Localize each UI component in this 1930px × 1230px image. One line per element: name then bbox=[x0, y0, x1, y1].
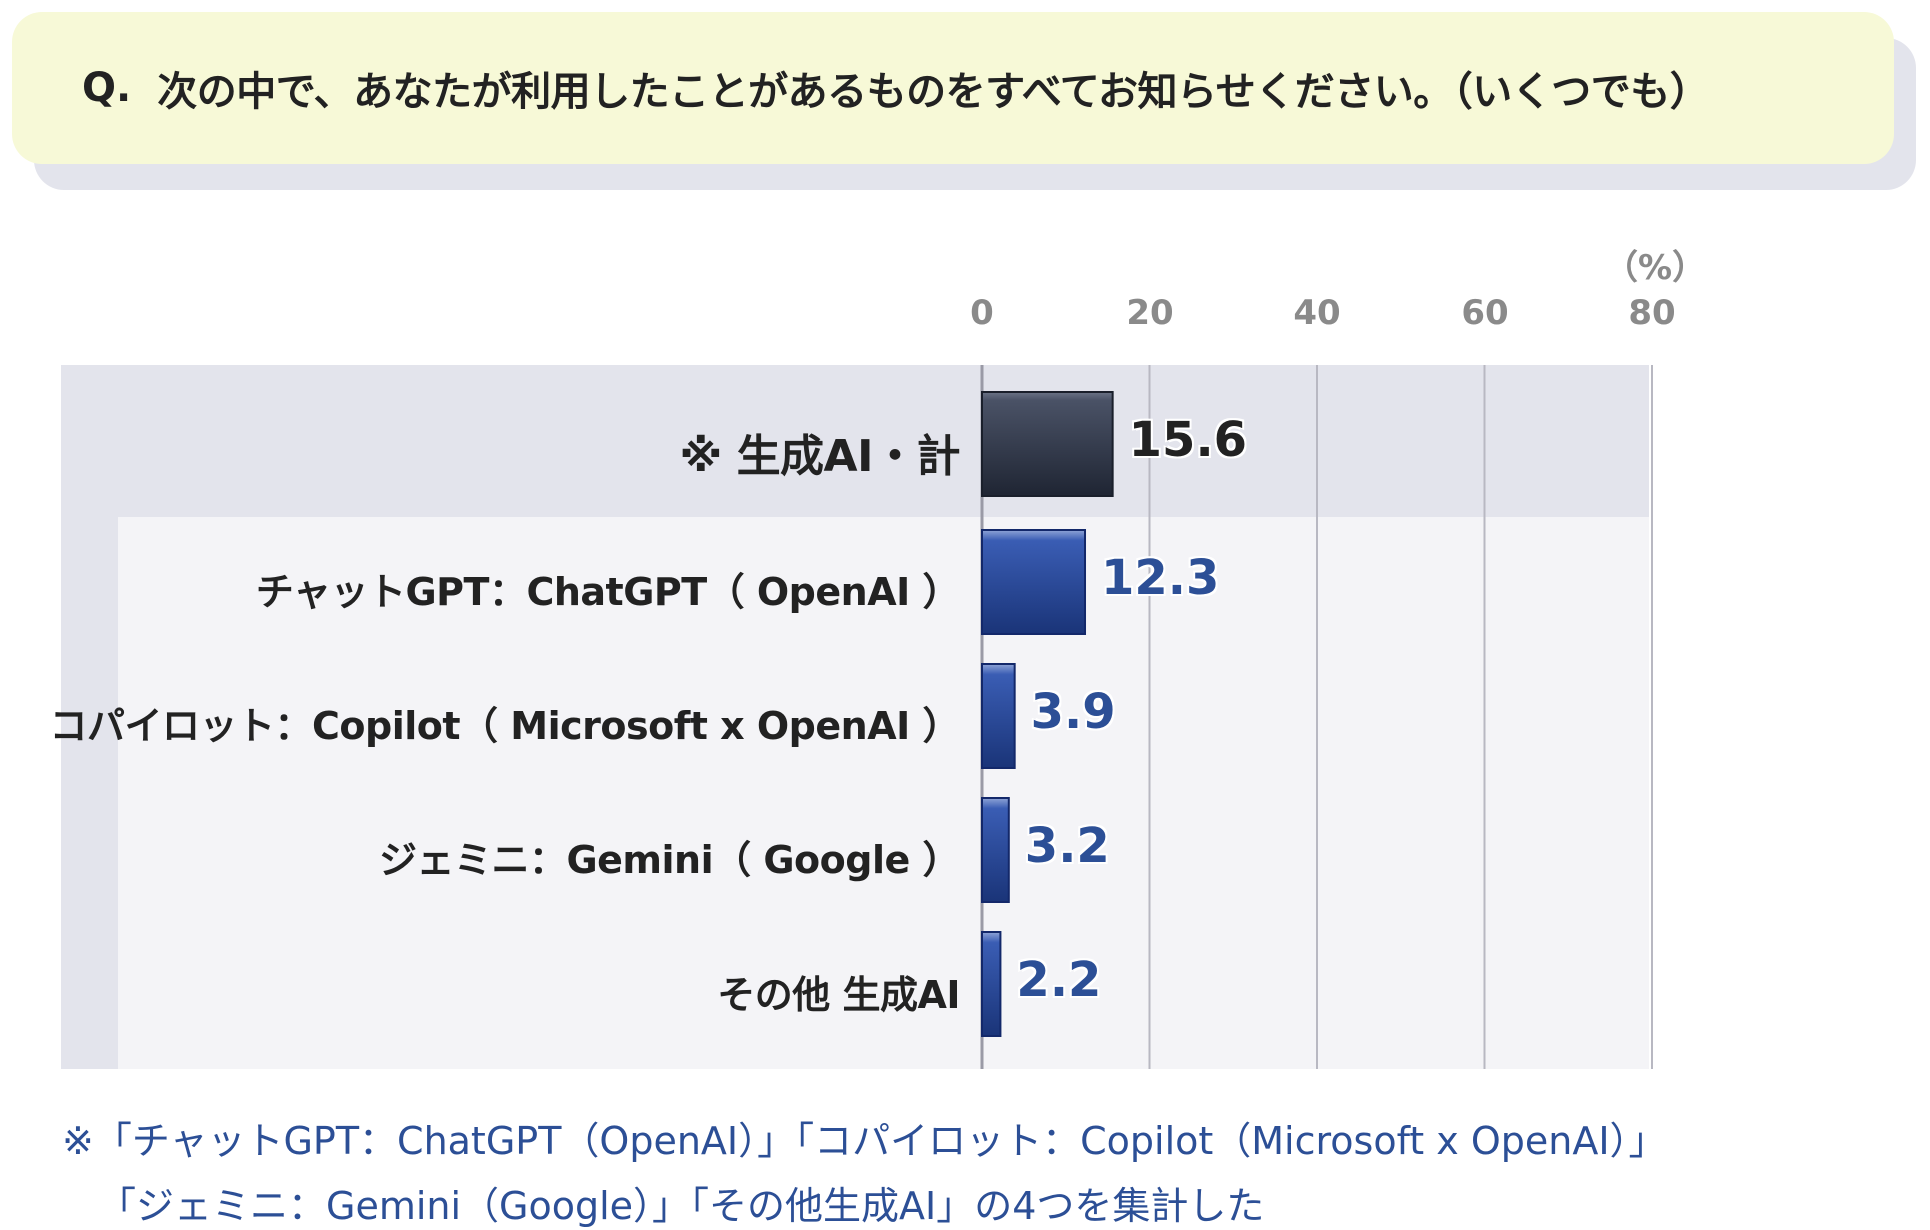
x-tick-label: 20 bbox=[1126, 293, 1174, 333]
category-label-total: ※ 生成AI・計 bbox=[679, 431, 960, 482]
footnote-line-1: ※「チャットGPT：ChatGPT（OpenAI）」「コパイロット：Copilo… bbox=[62, 1119, 1667, 1163]
x-tick-label: 80 bbox=[1628, 293, 1676, 333]
bar bbox=[981, 391, 1114, 497]
plot-background bbox=[118, 517, 1649, 1069]
x-tick-label: 40 bbox=[1293, 293, 1341, 333]
total-row-background bbox=[61, 365, 1649, 517]
value-label-gemini: 3.2 bbox=[1024, 818, 1110, 874]
question-label: Q. bbox=[82, 65, 132, 111]
axis-unit-label: （%） bbox=[1604, 248, 1707, 288]
value-label-total: 15.6 bbox=[1128, 412, 1248, 468]
value-label-chatgpt: 12.3 bbox=[1101, 550, 1220, 606]
plot-side-background bbox=[61, 517, 118, 1069]
question-text: 次の中で、あなたが利用したことがあるものをすべてお知らせください。（いくつでも） bbox=[157, 69, 1710, 115]
x-tick-label: 60 bbox=[1461, 293, 1509, 333]
category-label-other: その他 生成AI bbox=[717, 973, 960, 1017]
value-label-other: 2.2 bbox=[1016, 952, 1102, 1008]
category-label-chatgpt: チャットGPT：ChatGPT（ OpenAI ） bbox=[255, 570, 961, 614]
category-label-copilot: コパイロット：Copilot（ Microsoft x OpenAI ） bbox=[49, 704, 961, 748]
category-label-gemini: ジェミニ：Gemini（ Google ） bbox=[378, 838, 961, 882]
question-banner: Q. 次の中で、あなたが利用したことがあるものをすべてお知らせください。（いくつ… bbox=[12, 12, 1894, 164]
bar bbox=[981, 931, 1002, 1037]
bar bbox=[981, 797, 1010, 903]
bar bbox=[981, 663, 1016, 769]
footnote-line-2: 「ジェミニ：Gemini（Google）」「その他生成AI」の4つを集計した bbox=[98, 1184, 1265, 1228]
bar bbox=[981, 529, 1087, 635]
value-label-copilot: 3.9 bbox=[1030, 684, 1116, 740]
x-tick-label: 0 bbox=[970, 293, 994, 333]
